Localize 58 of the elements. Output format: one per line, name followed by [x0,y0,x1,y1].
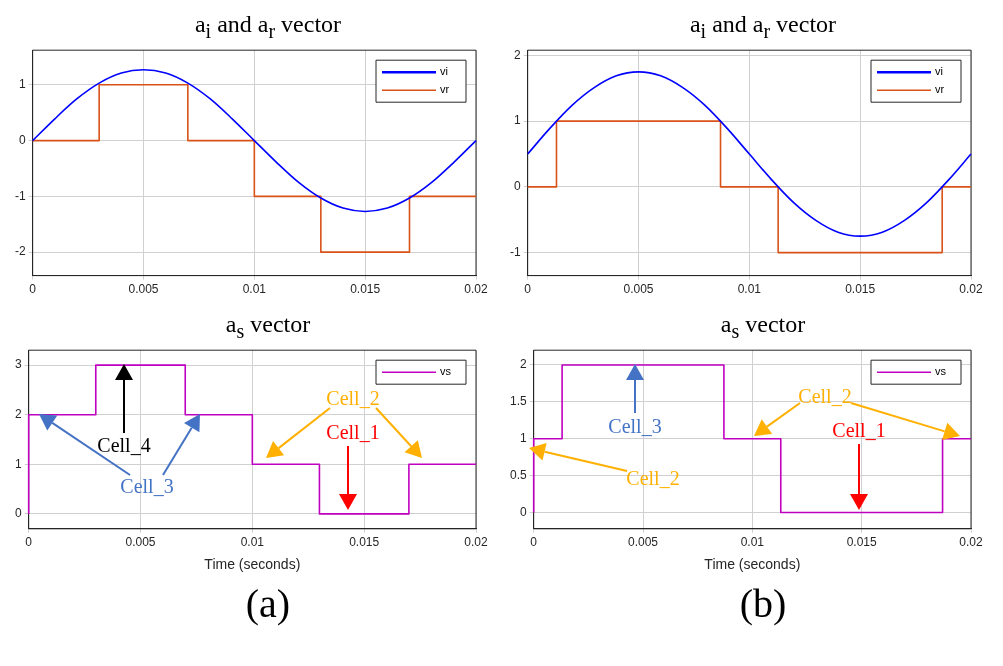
x-tick-label: 0.005 [125,535,156,550]
x-axis-title: Time (seconds) [204,556,301,573]
annotation: Cell_1 [326,421,380,443]
x-tick-label: 0.015 [349,535,380,550]
annotation: Cell_2 [326,387,380,409]
legend-label: vi [440,65,448,78]
x-tick-label: 0 [29,282,37,297]
annotation: Cell_3 [608,415,662,437]
y-tick-label: 0 [519,504,527,519]
x-tick-label: 0.01 [737,282,762,297]
x-tick-label: 0.01 [740,535,765,550]
chart-title: a$_{i}$ and a$_{r}$ vector [688,10,838,42]
legend-label: vs [935,365,947,378]
y-tick-label: 1 [513,113,521,128]
x-tick-label: 0.005 [628,535,659,550]
legend-label: vs [440,365,452,378]
y-tick-label: 1 [519,431,527,446]
annotation: Cell_1 [832,419,886,441]
y-tick-label: 3 [14,357,22,372]
x-tick-label: 0.015 [846,535,878,550]
y-tick-label: 1.5 [509,394,527,409]
annotation: Cell_4 [97,434,151,456]
text: (b) [738,580,788,627]
chart-title: a$_{i}$ and a$_{r}$ vector [193,10,343,42]
annotation: Cell_2 [798,385,852,407]
y-tick-label: 1 [18,77,26,92]
x-tick-label: 0.015 [845,282,876,297]
x-tick-label: 0.02 [959,282,983,297]
x-tick-label: 0.005 [128,282,159,297]
y-tick-label: -1 [15,188,26,203]
x-tick-label: 0.02 [464,535,488,550]
y-tick-label: 0.5 [509,467,527,482]
y-tick-label: 2 [14,407,22,422]
y-tick-label: -1 [510,244,521,259]
x-tick-label: 0.005 [623,282,654,297]
y-tick-label: 1 [14,456,22,471]
x-tick-label: 0.01 [242,282,267,297]
x-tick-label: 0.01 [240,535,265,550]
y-tick-label: -2 [15,244,26,259]
text: (a) [244,580,292,627]
chart-title: a$_{s}$ vector [224,310,312,342]
y-tick-label: 2 [513,47,521,62]
legend-label: vr [440,83,450,96]
y-tick-label: 0 [14,506,22,521]
x-tick-label: 0.02 [959,535,983,550]
chart-title: a$_{s}$ vector [719,310,807,342]
y-tick-label: 0 [18,132,26,147]
annotation: Cell_2 [626,467,680,489]
legend-label: vi [935,65,943,78]
y-tick-label: 2 [519,357,527,372]
annotation: Cell_3 [120,475,174,497]
x-axis-title: Time (seconds) [704,556,801,573]
x-tick-label: 0 [530,535,538,550]
y-tick-label: 0 [513,179,521,194]
x-tick-label: 0.02 [464,282,488,297]
x-tick-label: 0.015 [350,282,381,297]
legend-label: vr [935,83,945,96]
line-series [31,68,477,213]
